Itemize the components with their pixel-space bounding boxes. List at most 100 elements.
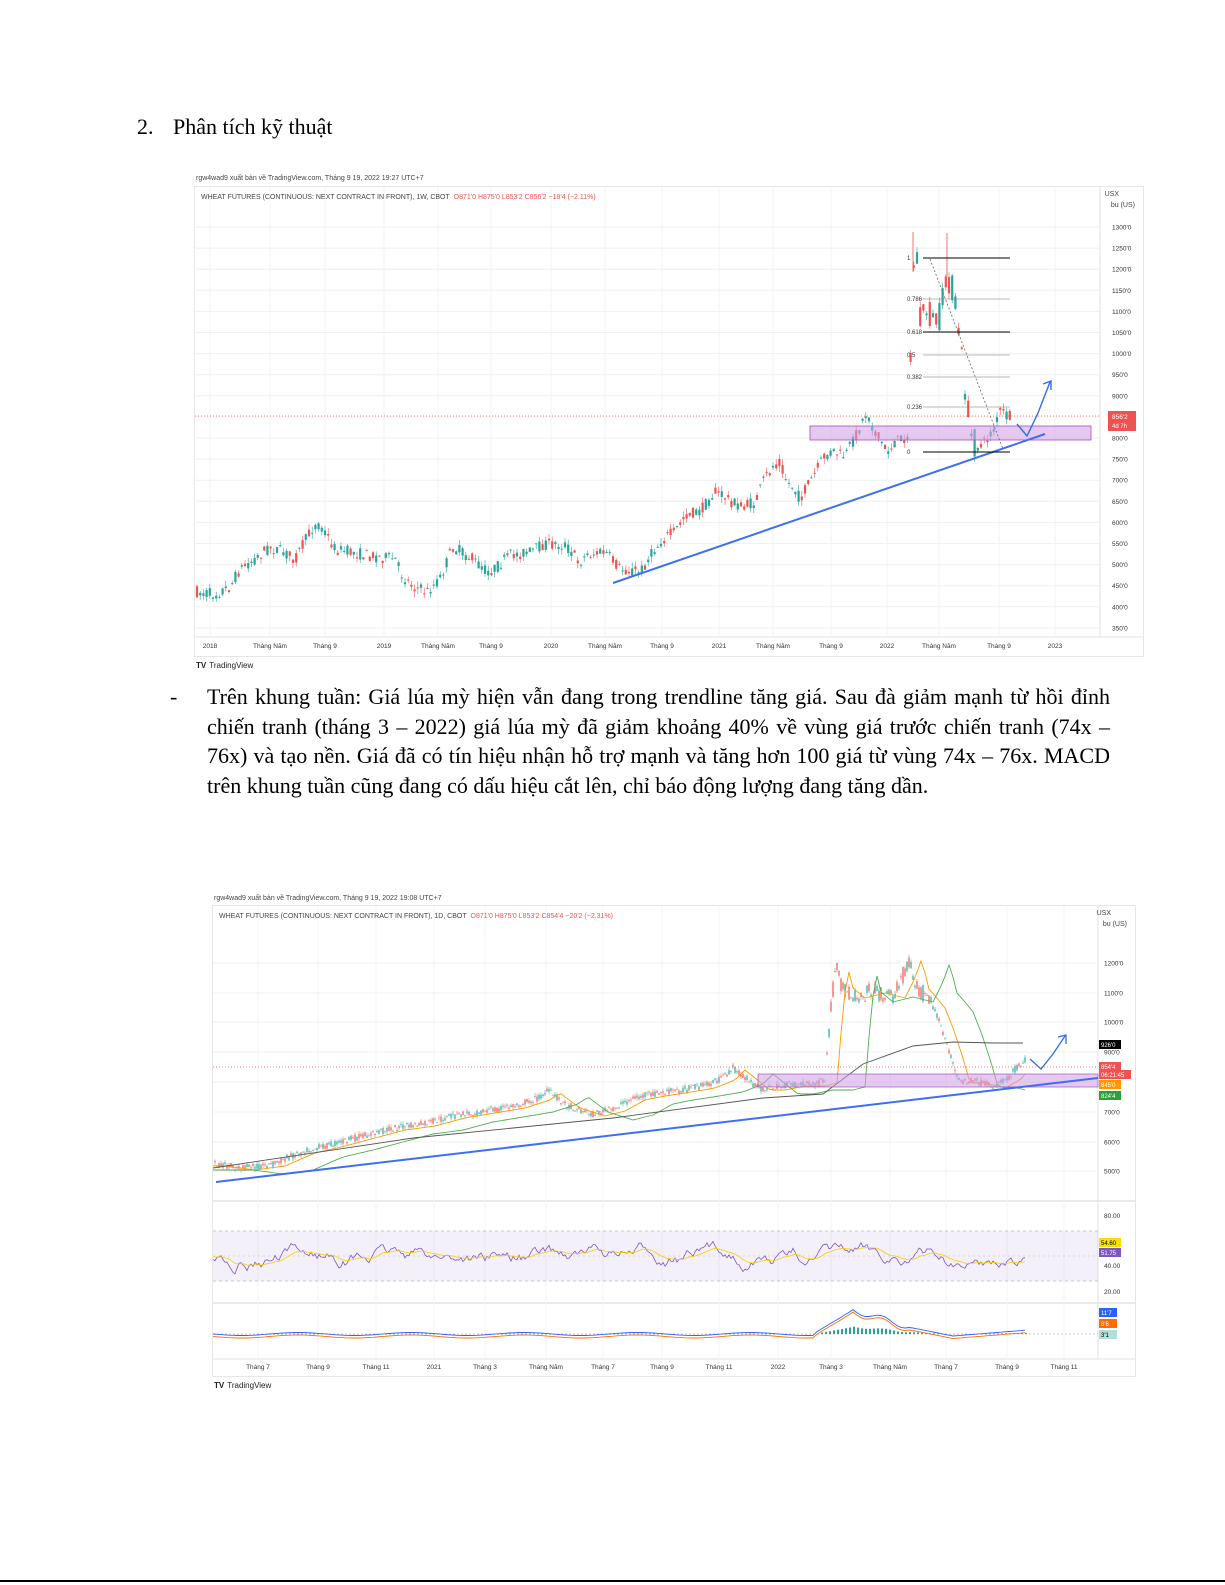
candle-body [515,552,519,557]
candle-body [346,1141,348,1144]
macd-histogram-bar [913,1332,915,1334]
candle-body [256,1163,258,1169]
candle-body [214,1160,216,1163]
candle-body [752,1083,754,1088]
candle-body [583,556,586,558]
candle-body [1014,1066,1016,1073]
candle-body [708,1082,710,1087]
ma-slow-line [213,1041,1023,1169]
candle-body [296,1151,298,1154]
macd-histogram-bar [789,1334,791,1335]
candle-body [244,1165,246,1170]
candle-body [272,1161,274,1167]
time-tick-label: 2022 [771,1364,786,1371]
candle-body [912,265,915,268]
candle-body [838,970,840,976]
chart1-ohlc: O871'0 H875'0 L853'2 C856'2 −18'4 (−2.11… [453,194,596,201]
macd-histogram-bar [529,1333,531,1335]
candle-body [455,551,458,555]
price-tick-label: 350'0 [1112,625,1128,632]
macd-histogram-bar [729,1333,731,1335]
candle-body [544,540,547,550]
candle-body [616,1108,618,1110]
macd-histogram-bar [469,1334,471,1335]
candle-body [723,498,727,500]
candle-body [780,1087,782,1089]
candle-body [836,962,838,971]
candle-body [461,548,464,556]
candle-body [627,571,631,574]
candle-body [710,1083,712,1087]
candle-body [624,569,627,575]
price-badge-label: 854'4 [1101,1065,1116,1071]
candle-body [458,1113,460,1114]
candle-body [346,545,349,555]
candle-body [307,529,311,537]
candle-body [434,1118,436,1120]
candle-body [339,546,343,550]
candle-body [392,1130,394,1132]
candle-body [944,276,947,288]
candle-body [448,1114,450,1116]
candle-body [478,1112,480,1114]
candle-body [538,1094,540,1100]
candle-body [608,1106,610,1108]
candle-body [797,490,800,502]
candle-body [634,566,637,570]
candle-body [952,1062,954,1064]
candle-body [295,553,298,563]
candle-body [932,1006,934,1010]
time-tick-label: 2022 [880,643,895,650]
macd-histogram-bar [513,1333,515,1335]
candle-body [259,557,263,559]
uptrend-line [612,433,1046,584]
candle-body [678,1090,680,1094]
candle-body [218,596,221,598]
macd-histogram-bar [873,1328,875,1334]
candle-body [470,1114,472,1116]
candle-body [759,484,762,486]
candle-body [592,554,595,556]
candle-body [364,1132,366,1137]
price-tick-label: 600'0 [1104,1140,1120,1147]
macd-histogram-bar [741,1333,743,1335]
candle-body [823,453,826,459]
candle-body [717,491,720,493]
macd-histogram-bar [809,1334,811,1335]
candle-body [522,549,525,557]
candle-body [781,465,784,474]
macd-histogram-bar [761,1333,763,1335]
candle-body [732,1064,734,1067]
candle-body [912,975,914,980]
macd-histogram-bar [357,1334,359,1335]
macd-histogram-bar [901,1332,903,1334]
candle-body [718,1076,720,1083]
candle-body [528,1100,530,1103]
candle-body [269,546,272,549]
candle-body [526,1099,528,1103]
candle-body [928,302,931,327]
price-tick-label: 650'0 [1112,499,1128,506]
macd-histogram-bar [241,1334,243,1335]
candle-body [711,498,714,500]
macd-histogram-bar [845,1328,847,1334]
macd-histogram-bar [477,1334,479,1335]
candle-body [502,1105,504,1107]
candle-body [819,457,823,459]
macd-histogram-bar [425,1333,427,1335]
candle-body [554,1094,556,1097]
macd-histogram-bar [293,1333,295,1335]
candle-body [306,1147,308,1153]
macd-histogram-bar [349,1334,351,1335]
candle-body [762,476,765,478]
candle-body [778,458,781,467]
candle-body [618,1107,620,1109]
macd-histogram-bar [353,1334,355,1335]
candle-body [634,1096,636,1099]
projection-arrowhead [1057,1034,1067,1044]
macd-histogram-bar [517,1333,519,1335]
fib-level-label: 0.786 [907,297,923,303]
weekly-chart-canvas: 1300'0 1250'0 1200'0 1150'0 1100'0 1050'0 1000… [195,187,1143,650]
candle-body [686,1089,688,1093]
candle-body [954,1069,956,1072]
